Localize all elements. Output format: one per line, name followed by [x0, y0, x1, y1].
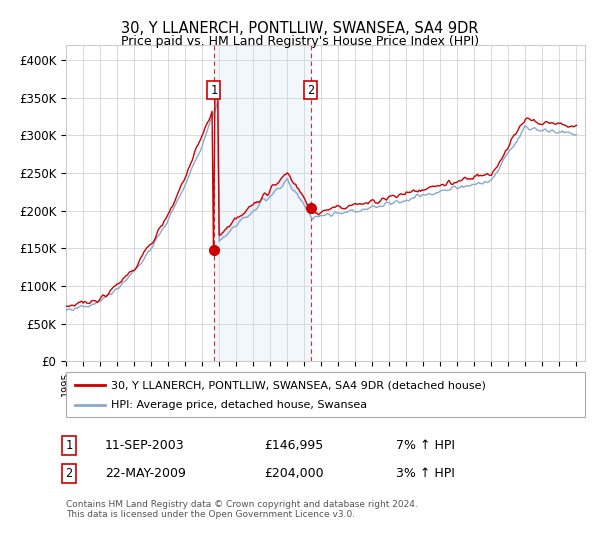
Text: £146,995: £146,995 [264, 438, 323, 452]
Text: Price paid vs. HM Land Registry's House Price Index (HPI): Price paid vs. HM Land Registry's House … [121, 35, 479, 48]
Text: 2: 2 [65, 466, 73, 480]
Text: 22-MAY-2009: 22-MAY-2009 [105, 466, 186, 480]
Text: 30, Y LLANERCH, PONTLLIW, SWANSEA, SA4 9DR: 30, Y LLANERCH, PONTLLIW, SWANSEA, SA4 9… [121, 21, 479, 36]
Text: 11-SEP-2003: 11-SEP-2003 [105, 438, 185, 452]
Text: HPI: Average price, detached house, Swansea: HPI: Average price, detached house, Swan… [111, 400, 367, 410]
Text: 1: 1 [211, 83, 217, 96]
Bar [214, 45, 311, 361]
Text: 3% ↑ HPI: 3% ↑ HPI [396, 466, 455, 480]
Text: Contains HM Land Registry data © Crown copyright and database right 2024.
This d: Contains HM Land Registry data © Crown c… [66, 500, 418, 519]
Text: £204,000: £204,000 [264, 466, 323, 480]
Text: 7% ↑ HPI: 7% ↑ HPI [396, 438, 455, 452]
Text: 2: 2 [307, 83, 314, 96]
Text: 30, Y LLANERCH, PONTLLIW, SWANSEA, SA4 9DR (detached house): 30, Y LLANERCH, PONTLLIW, SWANSEA, SA4 9… [111, 380, 486, 390]
Text: 1: 1 [65, 438, 73, 452]
